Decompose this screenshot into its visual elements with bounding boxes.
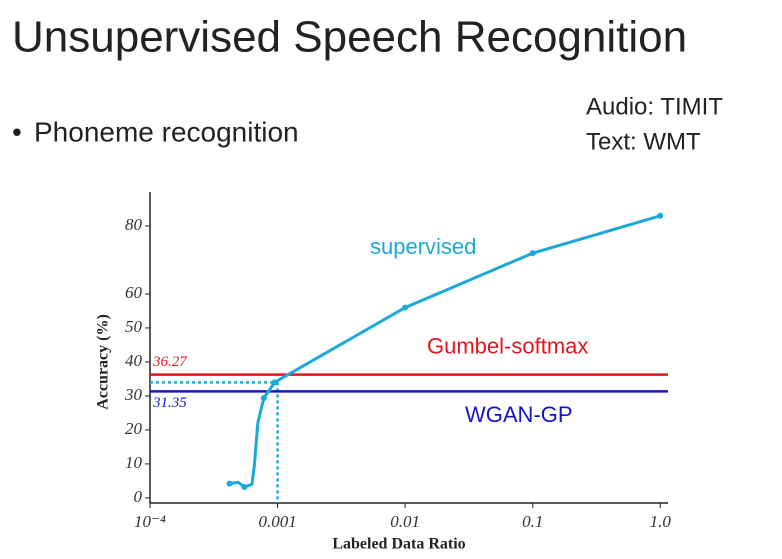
series-point [241,484,248,491]
x-axis-label: Labeled Data Ratio [332,536,465,553]
series-point [657,212,664,219]
y-tick-label: 30 [124,385,143,404]
y-tick-label: 40 [125,351,143,370]
series-point [271,379,278,386]
x-tick-label: 0.001 [258,512,296,531]
series-name: supervised [370,234,476,259]
x-tick-label: 0.01 [390,512,420,531]
x-tick-label: 1.0 [650,512,672,531]
reference-name: Gumbel-softmax [427,333,588,358]
bullet: Phoneme recognition [34,116,299,147]
y-tick-label: 50 [125,317,143,336]
reference-value-label: 31.35 [152,395,187,411]
reference-name: WGAN-GP [465,402,573,427]
y-tick-label: 0 [134,487,143,506]
x-tick-label: 10⁻⁴ [134,512,166,531]
x-tick-label: 0.1 [522,512,543,531]
y-axis-label: Accuracy (%) [95,314,112,410]
series-point [529,250,536,257]
bullet-dot: • [12,116,22,147]
y-tick-label: 20 [125,419,143,438]
note: Audio: TIMIT [586,93,723,120]
y-tick-label: 10 [125,453,143,472]
series-point [260,394,267,401]
y-tick-label: 80 [125,215,143,234]
reference-value-label: 36.27 [152,354,188,370]
slide-title: Unsupervised Speech Recognition [12,13,687,62]
series-point [226,480,233,487]
note: Text: WMT [586,128,701,155]
series-point [402,304,409,311]
y-tick-label: 60 [125,283,143,302]
